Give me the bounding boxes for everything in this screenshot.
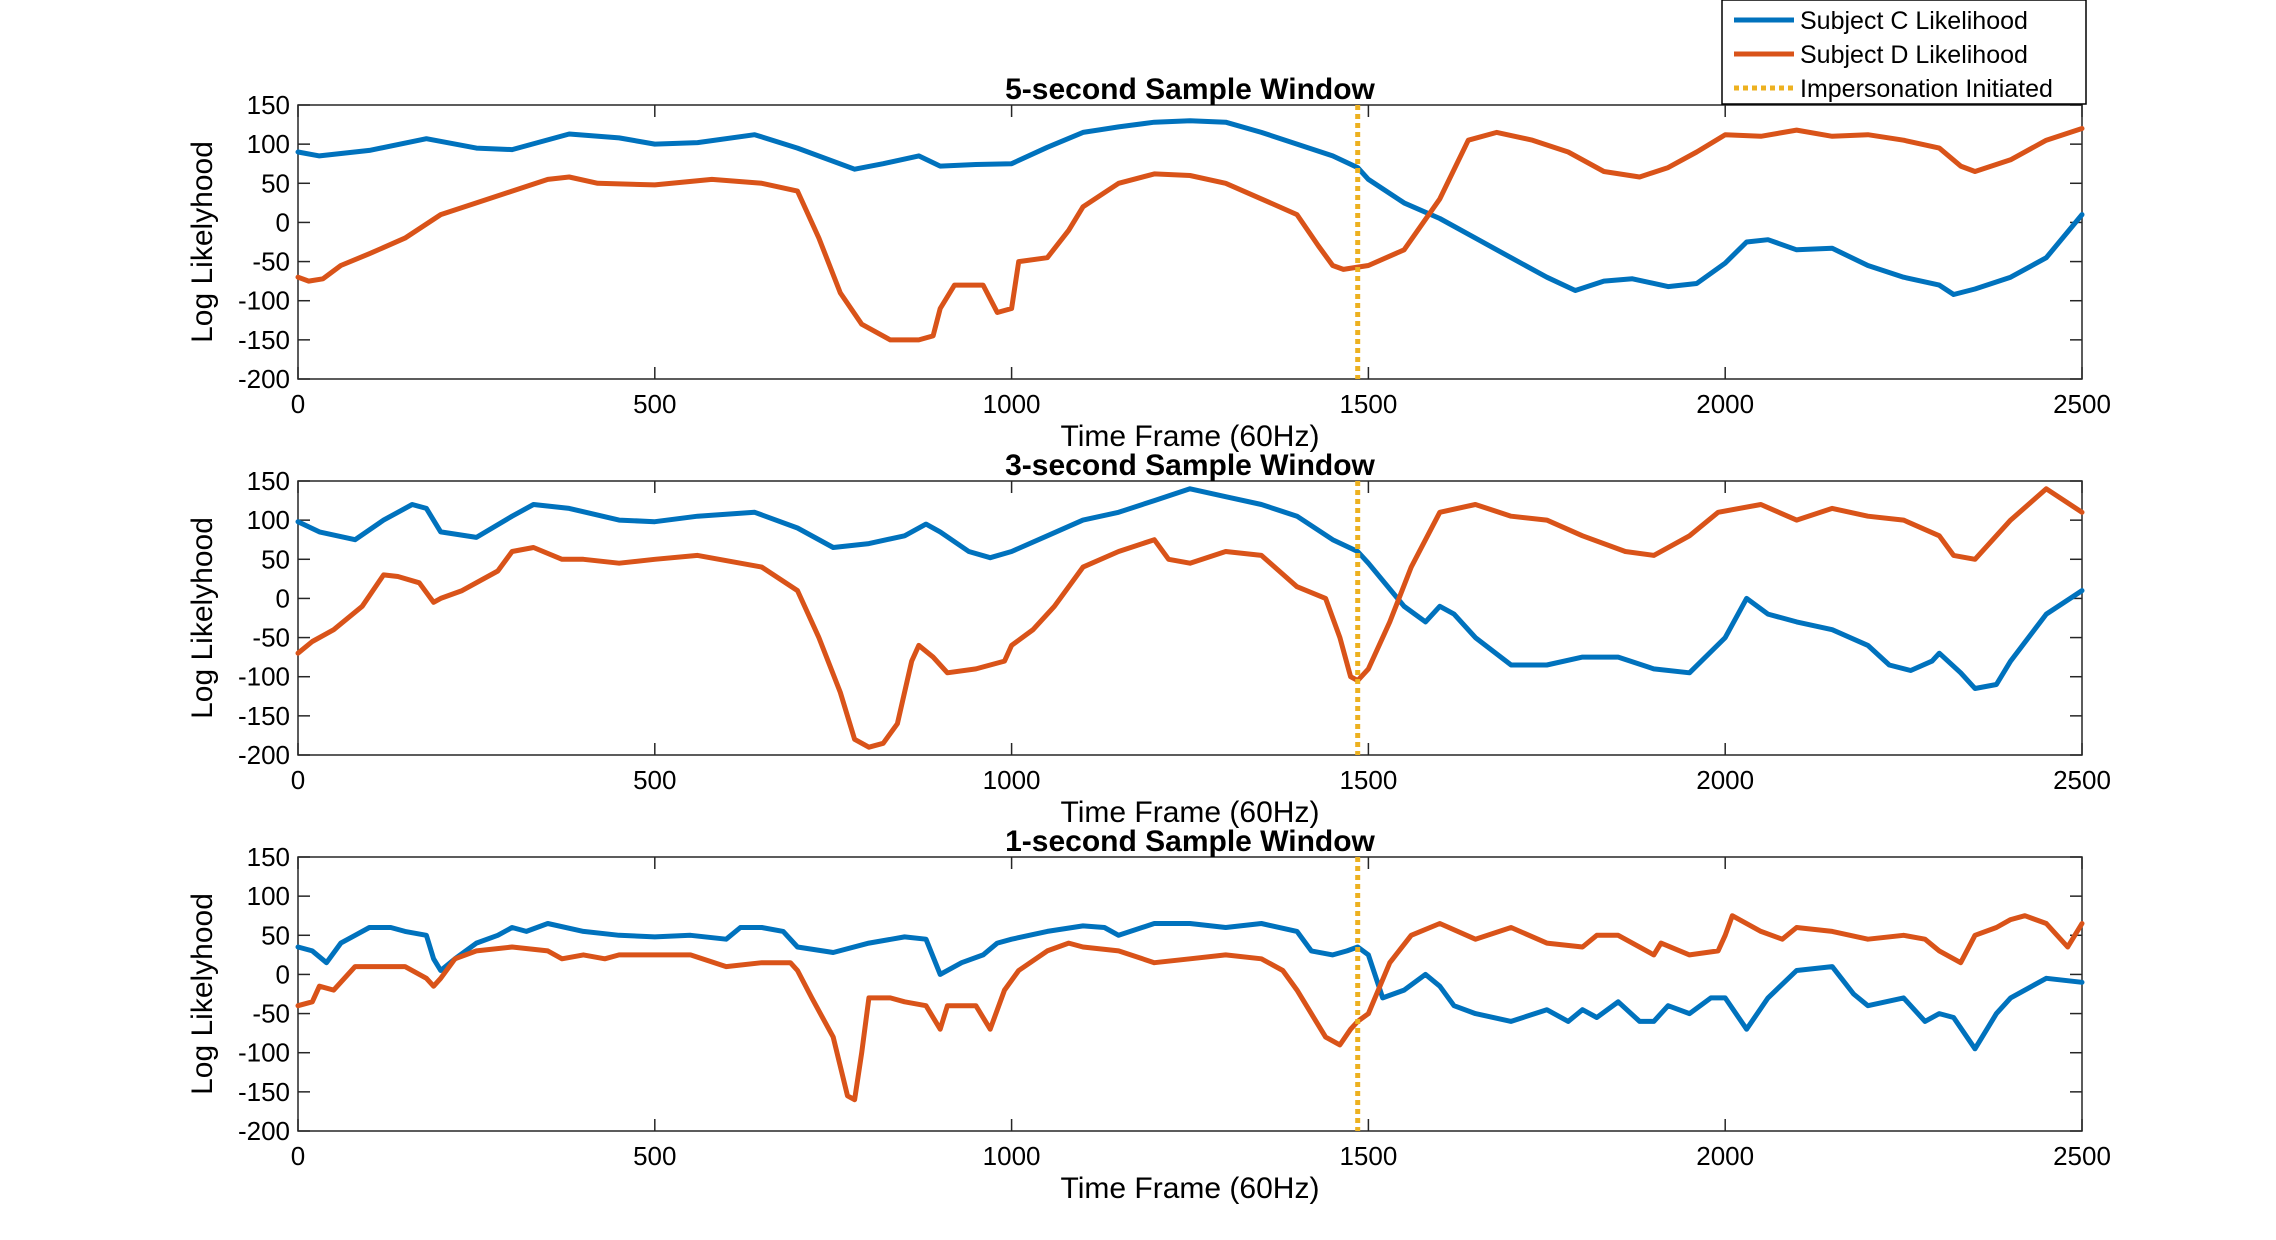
y-tick-label: 0 xyxy=(276,207,290,237)
x-tick-label: 2500 xyxy=(2053,389,2111,419)
plot-area-frame xyxy=(297,856,2083,1132)
y-tick-label: -100 xyxy=(238,662,290,692)
y-tick-label: 150 xyxy=(247,466,290,496)
y-tick-label: 50 xyxy=(261,544,290,574)
y-tick-label: 100 xyxy=(247,881,290,911)
x-tick-label: 0 xyxy=(291,765,305,795)
plot-area-frame xyxy=(297,104,2083,380)
series-line-subject-d-likelihood xyxy=(295,126,2085,343)
y-axis-label: Log Likelyhood xyxy=(186,517,219,719)
legend-label-impersonation: Impersonation Initiated xyxy=(1800,75,2053,103)
x-tick-label: 500 xyxy=(633,1141,676,1171)
x-tick-label: 1000 xyxy=(983,765,1041,795)
x-axis-label: Time Frame (60Hz) xyxy=(1061,1172,1320,1205)
x-tick-label: 2000 xyxy=(1696,389,1754,419)
series-line-subject-d-likelihood xyxy=(295,486,2085,750)
y-tick-label: -50 xyxy=(252,999,290,1029)
series-line-subject-c-likelihood xyxy=(295,118,2085,297)
plot-area-frame xyxy=(297,480,2083,756)
y-axis-label: Log Likelyhood xyxy=(186,893,219,1095)
series-line-subject-c-likelihood xyxy=(295,486,2085,691)
y-tick-label: 100 xyxy=(247,129,290,159)
x-tick-label: 1000 xyxy=(983,389,1041,419)
x-tick-label: 1000 xyxy=(983,1141,1041,1171)
x-tick-label: 0 xyxy=(291,389,305,419)
y-tick-label: -150 xyxy=(238,1077,290,1107)
y-tick-label: -200 xyxy=(238,364,290,394)
y-tick-label: 100 xyxy=(247,505,290,535)
x-tick-label: 1500 xyxy=(1339,765,1397,795)
legend-label-subject-d: Subject D Likelihood xyxy=(1800,41,2028,69)
panel-title: 1-second Sample Window xyxy=(1005,825,1375,858)
x-tick-label: 2500 xyxy=(2053,1141,2111,1171)
y-tick-label: 0 xyxy=(276,959,290,989)
series-line-subject-c-likelihood xyxy=(295,921,2085,1052)
panel-title: 5-second Sample Window xyxy=(1005,73,1375,106)
panel-1s: 1-second Sample Window Time Frame (60Hz)… xyxy=(186,825,2111,1205)
y-tick-label: 0 xyxy=(276,583,290,613)
y-tick-label: -100 xyxy=(238,286,290,316)
panel-title: 3-second Sample Window xyxy=(1005,449,1375,482)
x-axis-label: Time Frame (60Hz) xyxy=(1061,420,1320,453)
x-tick-label: 1500 xyxy=(1339,1141,1397,1171)
x-tick-label: 2500 xyxy=(2053,765,2111,795)
y-tick-label: 150 xyxy=(247,90,290,120)
x-tick-label: 500 xyxy=(633,765,676,795)
y-tick-label: 50 xyxy=(261,168,290,198)
y-tick-label: -150 xyxy=(238,701,290,731)
panel-5s: 5-second Sample Window Time Frame (60Hz)… xyxy=(186,73,2111,453)
panel-3s: 3-second Sample Window Time Frame (60Hz)… xyxy=(186,449,2111,829)
x-tick-label: 500 xyxy=(633,389,676,419)
y-tick-label: -50 xyxy=(252,623,290,653)
x-tick-label: 2000 xyxy=(1696,765,1754,795)
y-tick-label: -50 xyxy=(252,247,290,277)
y-axis-label: Log Likelyhood xyxy=(186,141,219,343)
y-tick-label: -150 xyxy=(238,325,290,355)
y-tick-label: 50 xyxy=(261,920,290,950)
legend: Subject C Likelihood Subject D Likelihoo… xyxy=(1721,0,2087,105)
y-tick-label: -200 xyxy=(238,1116,290,1146)
legend-label-subject-c: Subject C Likelihood xyxy=(1800,7,2028,35)
x-tick-label: 2000 xyxy=(1696,1141,1754,1171)
y-tick-label: -200 xyxy=(238,740,290,770)
y-tick-label: -100 xyxy=(238,1038,290,1068)
series-line-subject-d-likelihood xyxy=(295,913,2085,1103)
x-axis-label: Time Frame (60Hz) xyxy=(1061,796,1320,829)
x-tick-label: 0 xyxy=(291,1141,305,1171)
y-tick-label: 150 xyxy=(247,842,290,872)
x-tick-label: 1500 xyxy=(1339,389,1397,419)
